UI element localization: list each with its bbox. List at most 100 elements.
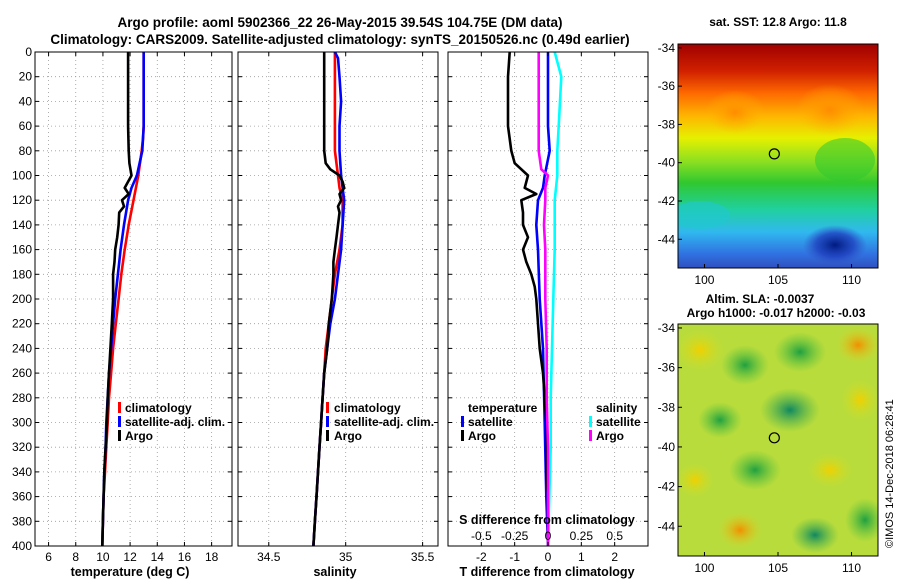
legend-label: climatology (125, 401, 192, 415)
y-tick-label: 0 (25, 45, 32, 59)
legend-label: Argo (125, 429, 153, 443)
map-y-tick-label: -38 (658, 117, 676, 131)
salinity-xlabel: salinity (313, 565, 356, 579)
x-tick-label: 14 (151, 550, 165, 564)
map-y-tick-label: -36 (658, 361, 676, 375)
legend-swatch-climatology (118, 402, 121, 413)
map-y-tick-label: -42 (658, 480, 676, 494)
sst-cold-eddy (803, 225, 867, 265)
y-tick-label: 120 (12, 193, 32, 207)
legend-swatch-satellite (326, 416, 329, 427)
x-tick-label: -1 (509, 550, 520, 564)
sla-patch (845, 498, 878, 542)
y-tick-label: 80 (19, 144, 33, 158)
sst-map-title: sat. SST: 12.8 Argo: 11.8 (709, 15, 847, 29)
s-tick-label: 0.5 (606, 529, 623, 543)
y-tick-label: 180 (12, 267, 32, 281)
map-x-tick-label: 110 (842, 273, 861, 287)
map-x-tick-label: 105 (768, 273, 788, 287)
difference-legend: temperature satellite Argo salinity sate… (461, 401, 641, 443)
x-tick-label: 35.5 (411, 550, 435, 564)
legend-swatch-s-satellite (589, 416, 592, 427)
title-line-1: Argo profile: aoml 5902366_22 26-May-201… (118, 15, 563, 30)
plot-area (35, 52, 232, 546)
imos-stamp: ©IMOS 14-Dec-2018 06:28:41 (884, 399, 896, 548)
legend-swatch-t-argo (461, 430, 464, 441)
sst-cyan-patch (678, 201, 730, 229)
title-line-2: Climatology: CARS2009. Satellite-adjuste… (50, 32, 629, 47)
y-tick-label: 60 (19, 119, 33, 133)
map-y-tick-label: -34 (658, 41, 676, 55)
temperature-xlabel: temperature (deg C) (71, 565, 190, 579)
y-tick-label: 280 (12, 391, 32, 405)
series-argo (101, 52, 133, 547)
sst-warm-tongue (796, 84, 864, 136)
series-argo (312, 52, 346, 547)
legend-swatch-argo (118, 430, 121, 441)
difference-top-label: S difference from climatology (459, 513, 635, 527)
sla-patch (698, 402, 742, 438)
x-tick-label: 10 (96, 550, 110, 564)
y-tick-label: 160 (12, 243, 32, 257)
legend-label: climatology (334, 401, 401, 415)
map-y-tick-label: -34 (658, 321, 676, 335)
legend-label: Argo (334, 429, 362, 443)
difference-xlabel: T difference from climatology (459, 565, 634, 579)
map-y-tick-label: -44 (658, 519, 676, 533)
sla-patch (840, 378, 878, 422)
x-tick-label: -2 (476, 550, 487, 564)
legend-group-title: temperature (468, 401, 538, 415)
x-tick-label: 6 (45, 550, 52, 564)
y-tick-label: 40 (19, 94, 33, 108)
legend-group-title: salinity (596, 401, 638, 415)
sla-patch (721, 345, 769, 385)
map-axes: 100 105 110 -34 -36 -38 -40 -42 -44 100 105 110 -34 -… (658, 41, 862, 575)
map-x-tick-label: 100 (694, 273, 714, 287)
x-tick-label: 8 (72, 550, 79, 564)
x-tick-label: 1 (578, 550, 585, 564)
y-tick-label: 400 (12, 539, 32, 553)
y-tick-label: 240 (12, 341, 32, 355)
y-tick-label: 320 (12, 440, 32, 454)
s-tick-label: 0 (545, 529, 552, 543)
x-tick-label: 16 (178, 550, 192, 564)
y-tick-label: 200 (12, 292, 32, 306)
legend-label: satellite (596, 415, 641, 429)
legend-swatch-climatology (326, 402, 329, 413)
series-temperature-argo (506, 51, 550, 546)
y-tick-label: 20 (19, 70, 33, 84)
sla-patch (678, 462, 715, 498)
sla-patch (836, 327, 878, 363)
sst-argo-marker (768, 148, 780, 160)
legend-label: satellite-adj. clim. (125, 415, 225, 429)
legend-swatch-satellite (118, 416, 121, 427)
y-tick-label: 140 (12, 218, 32, 232)
temperature-panel: 0 20 40 60 80 100 120 140 160 180 200 220 240 260 280 3… (12, 45, 233, 564)
y-tick-label: 100 (12, 169, 32, 183)
x-tick-label: 34.5 (257, 550, 281, 564)
sst-map: sat. SST: 12.8 Argo: 11.8 (677, 15, 879, 269)
sla-patch (729, 450, 781, 490)
y-tick-label: 220 (12, 317, 32, 331)
y-tick-label: 360 (12, 490, 32, 504)
map-y-tick-label: -38 (658, 400, 676, 414)
sst-warm-tongue (705, 90, 765, 134)
y-tick-label: 340 (12, 465, 32, 479)
legend-label: satellite (468, 415, 513, 429)
map-y-tick-label: -36 (658, 79, 676, 93)
sla-patch (760, 388, 820, 432)
map-x-tick-label: 105 (768, 561, 788, 575)
series-salinity-satellite (546, 51, 563, 547)
sla-map-title-2: Argo h1000: -0.017 h2000: -0.03 (687, 306, 866, 320)
x-tick-label: 2 (611, 550, 618, 564)
sla-patch (774, 332, 826, 372)
x-tick-label: 12 (123, 550, 137, 564)
sla-map: Altim. SLA: -0.0037 Argo h1000: -0.017 h… (677, 292, 879, 557)
legend-swatch-t-satellite (461, 416, 464, 427)
temperature-legend: climatology satellite-adj. clim. Argo (118, 401, 225, 443)
legend-swatch-s-argo (589, 430, 592, 441)
sla-patch (806, 452, 854, 488)
y-tick-label: 260 (12, 366, 32, 380)
sla-map-title-1: Altim. SLA: -0.0037 (706, 292, 815, 306)
map-y-tick-label: -42 (658, 194, 676, 208)
